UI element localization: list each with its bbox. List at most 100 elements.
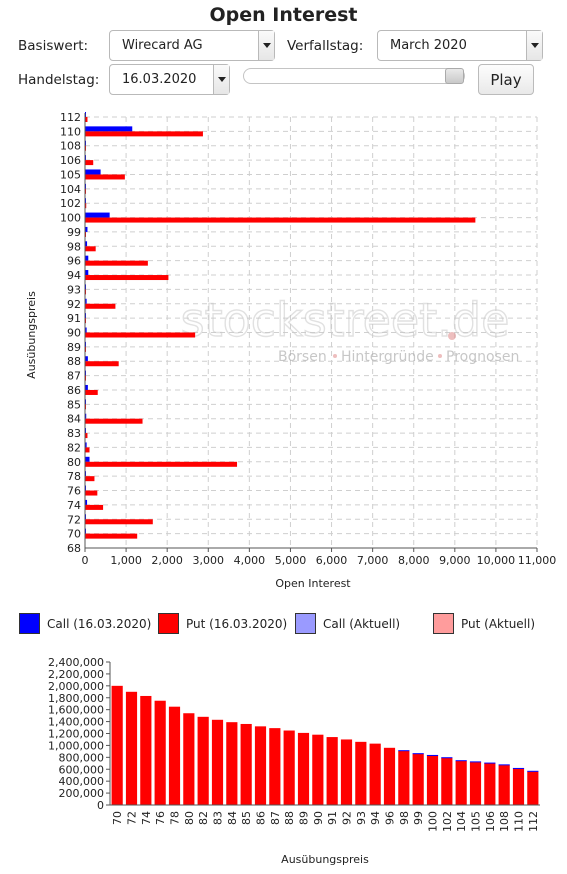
x-tick-label: 5,000 (275, 554, 307, 567)
y-tick-label: 91 (67, 312, 81, 325)
bar-put (154, 700, 166, 805)
x-tick-label: 89 (298, 811, 311, 825)
bar-put (211, 719, 224, 805)
y-tick-label: 1,200,000 (48, 728, 104, 741)
bar-put (85, 131, 203, 137)
bar-put (85, 461, 238, 467)
bar-put (85, 246, 96, 252)
x-axis-label-2: Ausübungspreis (281, 853, 369, 866)
bar-call (498, 764, 510, 766)
y-tick-label: 104 (60, 183, 81, 196)
y-tick-label: 2,000,000 (48, 680, 104, 693)
x-tick-label: 3,000 (193, 554, 225, 567)
y-tick-label: 84 (67, 413, 81, 426)
y-tick-label: 110 (60, 125, 81, 138)
basiswert-select[interactable]: Wirecard AG (109, 30, 275, 61)
bar-put (85, 361, 119, 367)
bar-put (140, 695, 152, 805)
handelstag-label: Handelstag: (18, 72, 100, 88)
bar-call (398, 750, 410, 752)
y-tick-label: 85 (67, 398, 81, 411)
y-tick-label: 92 (67, 298, 81, 311)
x-tick-label: 78 (169, 811, 182, 825)
x-tick-label: 99 (412, 811, 425, 825)
bar-put (297, 732, 310, 805)
legend-label: Put (Aktuell) (461, 617, 536, 631)
bar-put (369, 743, 381, 805)
chevron-down-icon[interactable] (258, 31, 274, 60)
bar-call (426, 754, 439, 756)
bar-put (312, 734, 324, 805)
bar-put (85, 332, 196, 338)
x-tick-label: 108 (498, 811, 511, 832)
legend-label: Call (Aktuell) (323, 617, 401, 631)
x-axis-label: Open Interest (275, 577, 351, 590)
x-tick-label: 9,000 (439, 554, 471, 567)
legend-swatch (433, 613, 454, 634)
x-tick-label: 7,000 (357, 554, 389, 567)
y-tick-label: 78 (67, 470, 81, 483)
y-tick-label: 86 (67, 384, 81, 397)
x-tick-label: 110 (513, 811, 526, 832)
watermark-brand: stockstreet.de (181, 293, 510, 347)
x-tick-label: 11,000 (518, 554, 557, 567)
y-tick-label: 112 (60, 111, 81, 124)
y-tick-label: 105 (60, 168, 81, 181)
x-tick-label: 90 (312, 811, 325, 825)
x-tick-label: 0 (82, 554, 89, 567)
bar-call (85, 384, 88, 390)
watermark-tagline-1: Börsen (278, 349, 327, 365)
y-tick-label: 87 (67, 370, 81, 383)
bar-put (226, 722, 238, 805)
watermark: stockstreet.de Börsen Hintergründe Progn… (180, 292, 519, 365)
date-slider[interactable] (243, 68, 465, 84)
bar-put (383, 747, 396, 805)
x-tick-label: 92 (341, 811, 354, 825)
verfallstag-select[interactable]: March 2020 (377, 30, 543, 61)
slider-thumb[interactable] (445, 68, 464, 84)
x-tick-label: 70 (111, 811, 124, 825)
legend-swatch (295, 613, 316, 634)
handelstag-select[interactable]: 16.03.2020 (109, 64, 230, 95)
bar-put (426, 755, 439, 805)
bar-call (85, 499, 88, 505)
bar-put (85, 160, 94, 166)
watermark-tagline-3: Prognosen (446, 349, 519, 365)
legend-label: Call (16.03.2020) (47, 617, 152, 631)
x-tick-label: 84 (226, 811, 239, 825)
bar-call (85, 126, 133, 132)
y-tick-label: 90 (67, 327, 81, 340)
x-tick-label: 80 (183, 811, 196, 825)
bar-call (85, 413, 87, 419)
bar-put (85, 519, 153, 525)
x-tick-label: 93 (355, 811, 368, 825)
y-tick-label: 100 (60, 212, 81, 225)
y-tick-label: 800,000 (59, 751, 105, 764)
legend-swatch (158, 613, 179, 634)
x-tick-label: 2,000 (151, 554, 183, 567)
handelstag-value: 16.03.2020 (122, 72, 197, 87)
bar-put (326, 737, 338, 805)
chevron-down-icon[interactable] (213, 65, 229, 94)
total-open-interest-chart: 0200,000400,000600,000800,0001,000,0001,… (48, 656, 540, 866)
bar-put (85, 447, 90, 453)
y-tick-label: 89 (67, 341, 81, 354)
play-button[interactable]: Play (478, 64, 534, 95)
bar-call (85, 298, 87, 304)
bar-put (85, 504, 104, 510)
bar-call (85, 255, 89, 261)
bar-call (85, 327, 87, 333)
bar-put (85, 117, 88, 122)
bar-call (85, 212, 110, 218)
y-tick-label: 600,000 (59, 763, 105, 776)
x-tick-label: 88 (283, 811, 296, 825)
bar-put (85, 303, 116, 309)
legend-swatch (19, 613, 40, 634)
bar-call (85, 442, 87, 448)
y-axis-label: Ausübungspreis (25, 291, 38, 379)
x-tick-label: 98 (398, 811, 411, 825)
chevron-down-icon[interactable] (526, 31, 542, 60)
x-tick-label: 112 (527, 811, 540, 832)
bar-put (441, 757, 453, 805)
bar-put (85, 389, 98, 395)
